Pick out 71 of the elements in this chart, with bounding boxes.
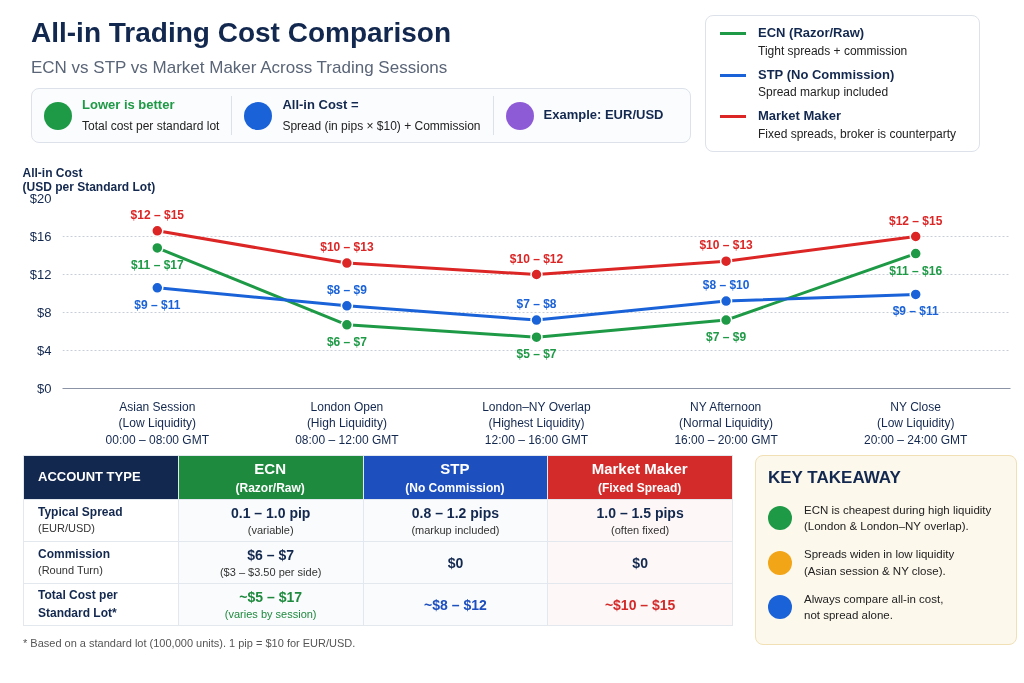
- x-tick-label: London–NY Overlap (Highest Liquidity) 12:00 – 16:00 GMT: [482, 399, 591, 448]
- annotation: $8 – $10: [702, 278, 750, 293]
- text: 0.8 – 1.2 pips (markup included): [364, 502, 547, 539]
- annotation: $7 – $8: [516, 297, 557, 312]
- x-tick-label: Asian Session (Low Liquidity) 00:00 – 08:00 GMT: [105, 399, 210, 448]
- annotation: $10 – $12: [509, 251, 564, 266]
- point: [530, 268, 543, 281]
- text: Always compare all-in cost, not spread alone.: [804, 591, 944, 623]
- chart-title: All-in Trading Cost Comparison: [31, 16, 452, 50]
- y-tick-label: $0: [37, 381, 52, 396]
- y-axis-title: All-in Cost (USD per Standard Lot): [22, 165, 156, 194]
- annotation: $11 – $16: [889, 263, 943, 278]
- text: Total Cost per Standard Lot*: [38, 587, 119, 622]
- point: [340, 256, 354, 270]
- legend-label: Market Maker Fixed spreads, broker is counterparty: [758, 107, 957, 143]
- point: [719, 313, 733, 327]
- x-tick-label: NY Afternoon (Normal Liquidity) 16:00 – 20:00 GMT: [674, 399, 779, 448]
- annotation: $5 – $7: [516, 347, 557, 362]
- x-tick-label: London Open (High Liquidity) 08:00 – 12:00 GMT: [295, 399, 400, 448]
- annotation: $11 – $17: [130, 257, 184, 272]
- point: [151, 241, 164, 255]
- annotation: $10 – $13: [699, 238, 754, 253]
- text: STP (No Commission): [363, 458, 547, 497]
- chart-subtitle: ECN vs STP vs Market Maker Across Trading Sessions: [31, 57, 449, 79]
- point: [909, 247, 922, 260]
- point: [340, 318, 354, 332]
- y-tick-label: $8: [37, 305, 52, 320]
- y-tick-label: $4: [37, 343, 52, 358]
- annotation: $6 – $7: [326, 334, 368, 349]
- annotation: $12 – $15: [889, 213, 943, 228]
- point: [151, 281, 164, 295]
- text: All-in Cost = Spread (in pips × $10) + Commission: [282, 96, 481, 135]
- legend-label: STP (No Commission) Spread markup included: [758, 65, 895, 102]
- text: 1.0 – 1.5 pips (often fixed): [549, 502, 731, 539]
- point: [340, 299, 354, 313]
- point: [719, 294, 733, 308]
- text: 0.1 – 1.0 pip (variable): [179, 502, 362, 539]
- text: ECN (Razor/Raw): [178, 458, 362, 497]
- text: $0: [631, 553, 649, 573]
- y-tick-label: $16: [29, 229, 52, 244]
- point: [530, 330, 543, 344]
- text: ~$8 – $12: [423, 595, 488, 615]
- annotation: $12 – $15: [130, 207, 185, 222]
- annotation: $9 – $11: [134, 297, 181, 312]
- x-tick-label: NY Close (Low Liquidity) 20:00 – 24:00 GMT: [864, 399, 969, 448]
- annotation: $10 – $13: [320, 240, 374, 255]
- point: [909, 288, 922, 301]
- point: [719, 254, 733, 268]
- text: ~$5 – $17 (varies by session): [179, 586, 362, 623]
- y-tick-label: $12: [29, 267, 52, 282]
- annotation: $7 – $9: [706, 330, 747, 345]
- text: $6 – $7 ($3 – $3.50 per side): [179, 544, 362, 581]
- annotation: $9 – $11: [892, 304, 940, 319]
- text: ~$10 – $15: [603, 595, 677, 615]
- text: Commission (Round Turn): [38, 546, 111, 579]
- text: Market Maker (Fixed Spread): [548, 458, 731, 497]
- text: Typical Spread (EUR/USD): [38, 504, 124, 537]
- text: $0: [446, 553, 465, 573]
- point: [151, 224, 164, 238]
- y-tick-label: $20: [29, 191, 52, 206]
- text: Spreads widen in low liquidity (Asian session & NY close).: [804, 547, 955, 579]
- annotation: $8 – $9: [326, 282, 368, 297]
- text: Example: EUR/USD: [543, 106, 664, 125]
- text: ACCOUNT TYPE: [38, 468, 142, 487]
- point: [530, 313, 543, 327]
- text: * Based on a standard lot (100,000 units). 1 pip = $10 for EUR/USD.: [23, 636, 357, 651]
- legend-label: ECN (Razor/Raw) Tight spreads + commission: [758, 24, 908, 60]
- text: Lower is better Total cost per standard lot: [82, 96, 220, 135]
- text: ECN is cheapest during high liquidity (London & London–NY overlap).: [804, 503, 992, 535]
- point: [909, 230, 922, 243]
- text: KEY TAKEAWAY: [768, 467, 902, 489]
